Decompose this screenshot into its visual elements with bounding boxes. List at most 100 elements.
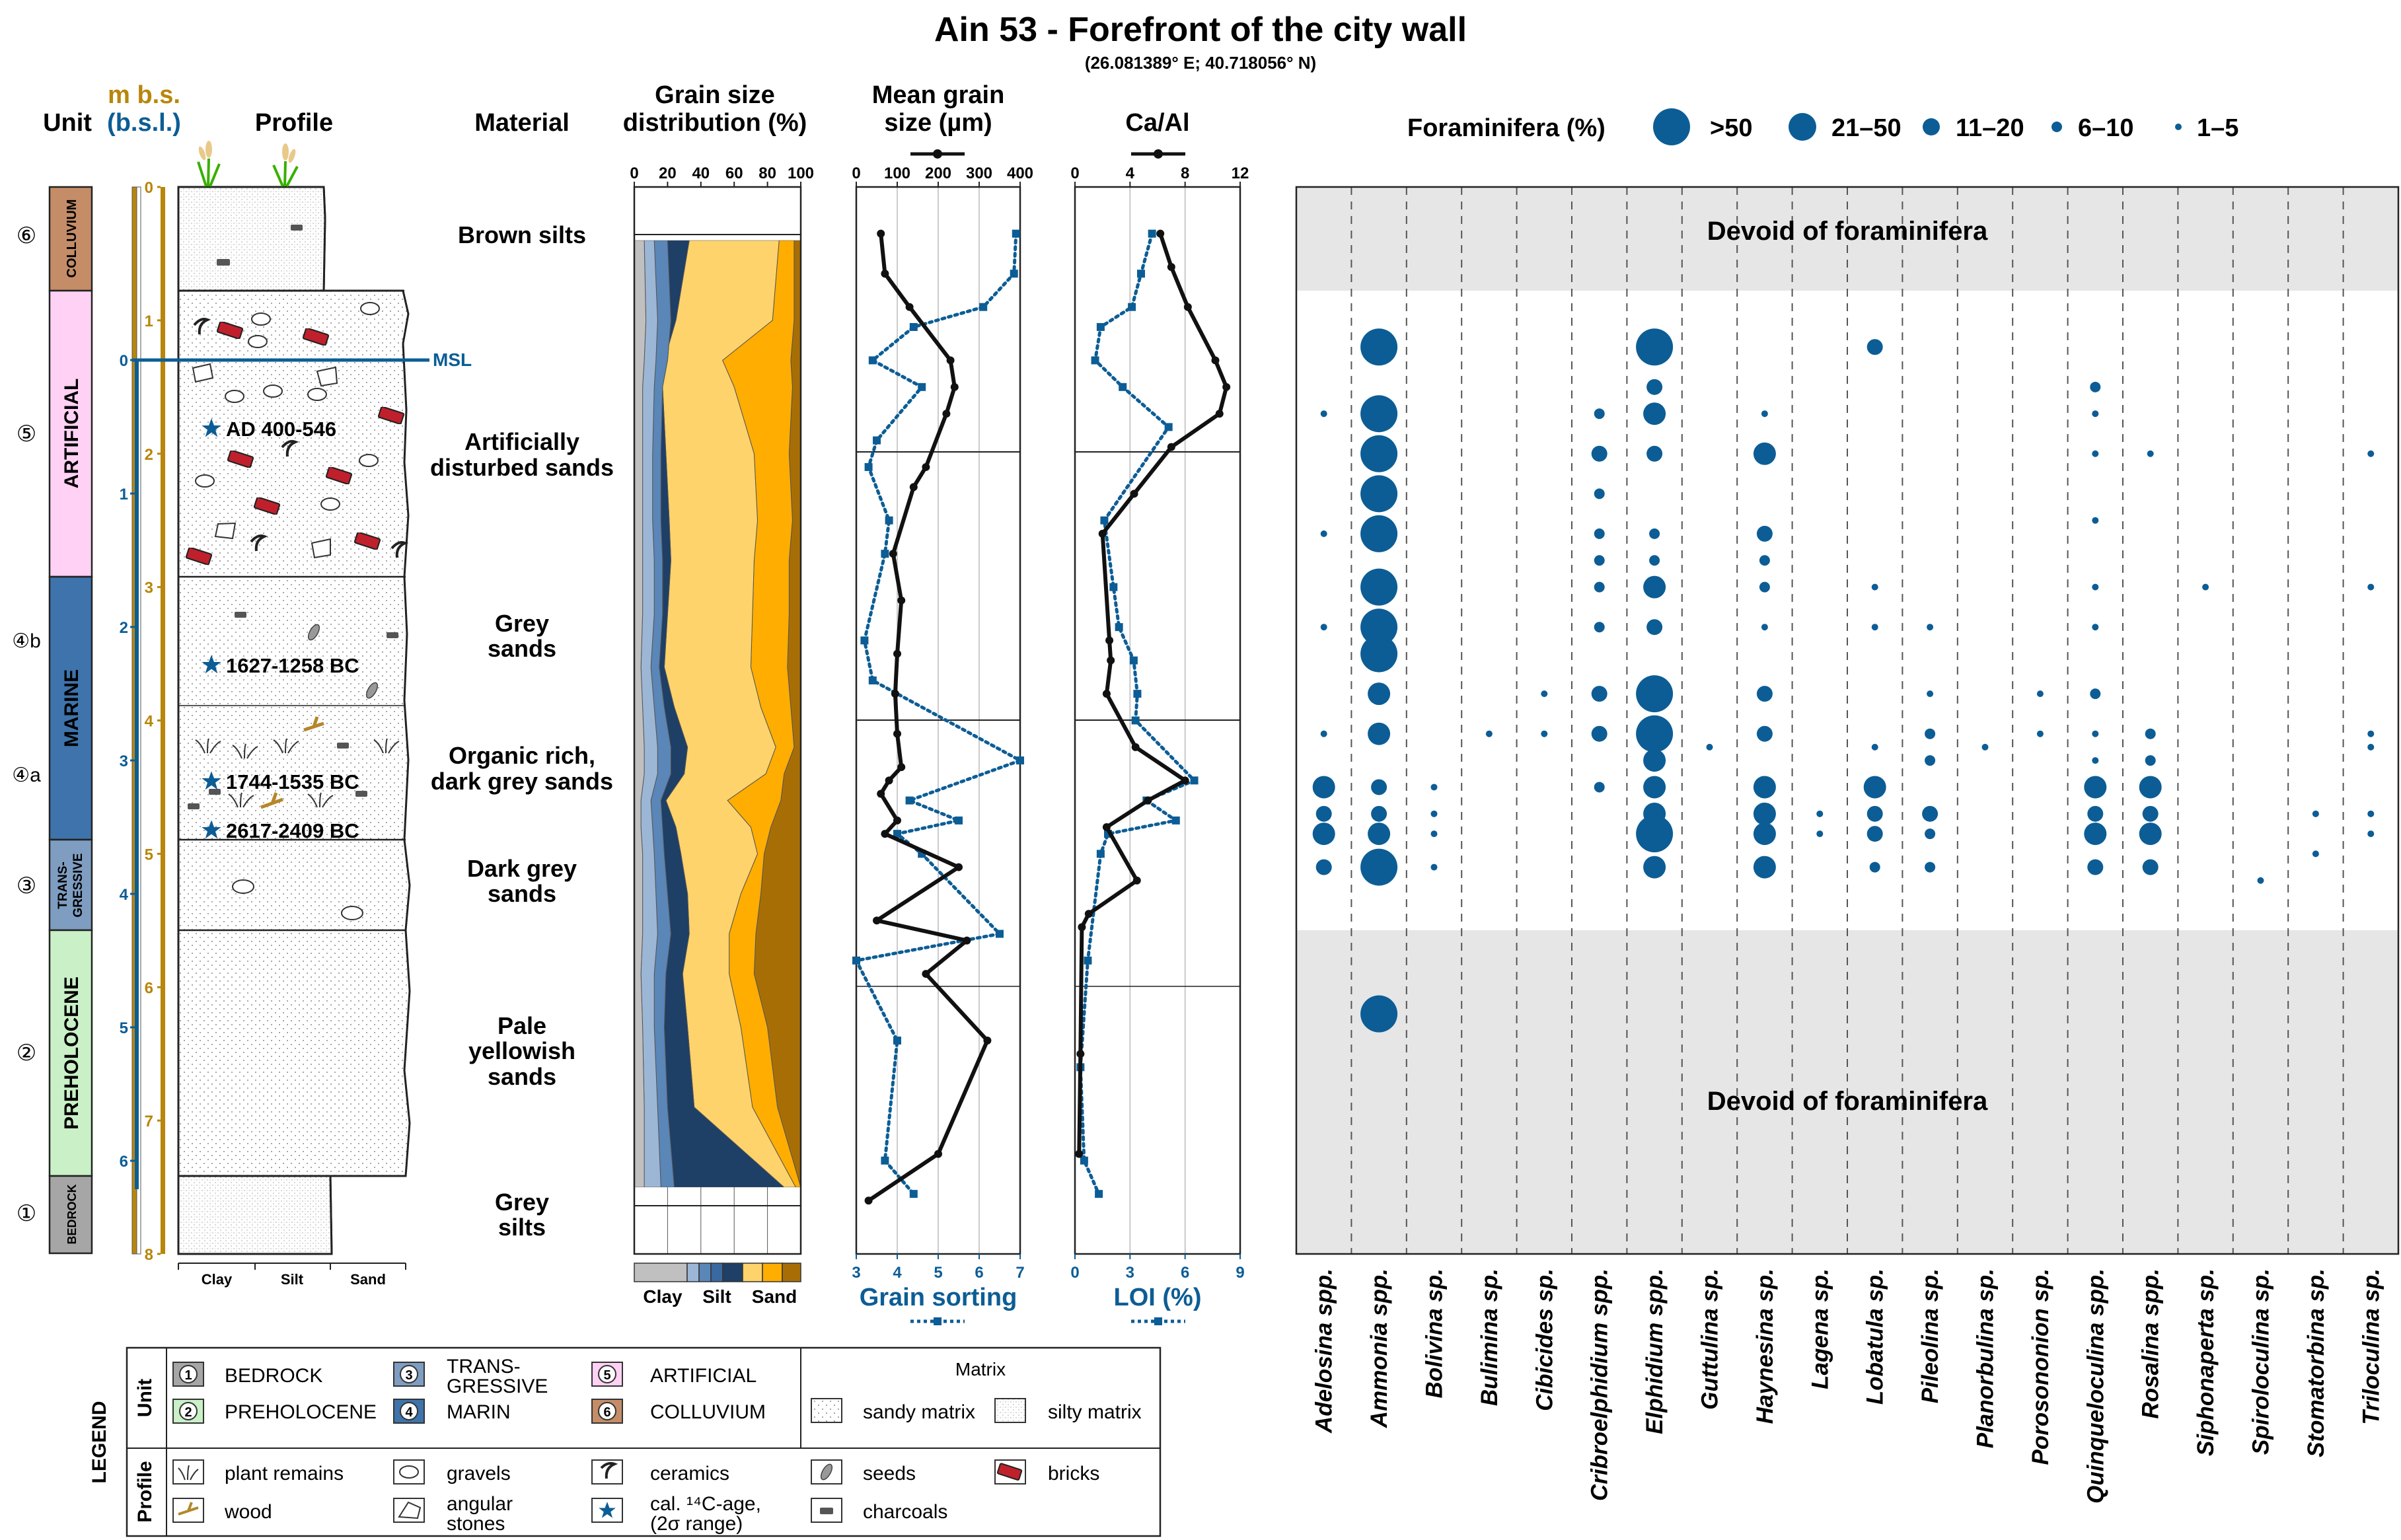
- mean-grain-blue-point: [864, 462, 873, 471]
- legend-charcoals: charcoals: [863, 1501, 947, 1523]
- legend-seed-icon: [820, 1463, 833, 1481]
- mean-grain-black-point: [963, 936, 971, 945]
- legend-artificial: ARTIFICIAL: [650, 1365, 757, 1387]
- caal-blue-point: [1190, 776, 1199, 785]
- profile-axis-clay: Clay: [202, 1271, 233, 1288]
- mean-grain-blue-point: [868, 676, 877, 684]
- legend-bedrock: BEDROCK: [225, 1365, 322, 1387]
- c14-date-1: AD 400-546: [226, 418, 336, 441]
- unit-2-number: ②: [17, 1041, 36, 1066]
- caal-black-point: [1183, 303, 1192, 311]
- legend-colluvium: COLLUVIUM: [650, 1401, 766, 1423]
- foram-occurrence-dot: [2142, 859, 2159, 875]
- foram-occurrence-dot: [1753, 442, 1776, 465]
- unit-preholocene-label: PREHOLOCENE: [61, 976, 83, 1130]
- foraminifera-frame: [1295, 186, 2400, 1255]
- depth-mbs-header: m b.s.: [108, 81, 180, 109]
- species-label: Cibicides sp.: [1532, 1268, 1557, 1411]
- foram-occurrence-dot: [2145, 728, 2156, 739]
- foram-occurrence-dot: [2367, 730, 2375, 737]
- charcoal-icon: [387, 632, 398, 638]
- mean-grain-black-point: [934, 1150, 942, 1158]
- mean-grain-black-point: [893, 729, 901, 738]
- mean-grain-blue-point: [881, 1156, 889, 1165]
- mean-grain-blue-point: [885, 516, 893, 525]
- legend-angular-2: stones: [447, 1513, 505, 1535]
- foram-occurrence-dot: [1371, 805, 1387, 822]
- caal-black-point: [1084, 910, 1093, 918]
- wood-icon: [303, 716, 324, 732]
- charcoal-icon: [209, 789, 221, 795]
- c14-date-4: 2617-2409 BC: [226, 819, 359, 842]
- caal-chart: 0 4 8 12 0 3 6 9 LOI (%): [1070, 165, 1249, 1325]
- foram-occurrence-dot: [1761, 410, 1768, 418]
- foram-occurrence-dot: [1320, 410, 1327, 418]
- foram-occurrence-dot: [2092, 757, 2099, 764]
- devoid-label-top: Devoid of foraminifera: [1707, 217, 1988, 246]
- legend-angular-icon: [398, 1501, 422, 1520]
- species-label: Quinqueloculina spp.: [2083, 1268, 2108, 1504]
- material-grey-silts-2: silts: [498, 1214, 546, 1241]
- foram-occurrence-dot: [2092, 624, 2099, 631]
- legend-unit-1-number: 1: [184, 1368, 192, 1383]
- charcoal-icon: [235, 612, 246, 618]
- foraminifera-chart: Devoid of foraminifera Devoid of foramin…: [1295, 186, 2400, 1504]
- mean-grain-blue-point: [955, 816, 963, 825]
- caal-blue-point: [1095, 1190, 1103, 1198]
- depth-bsl-tick-label: 1: [120, 486, 128, 503]
- legend-sandy-swatch: [811, 1398, 842, 1423]
- foram-occurrence-dot: [2312, 810, 2319, 817]
- mean-grain-blue-point: [905, 796, 914, 805]
- foram-occurrence-dot: [2139, 776, 2162, 799]
- legend-marin: MARIN: [447, 1401, 511, 1423]
- loi-label: LOI (%): [1114, 1284, 1202, 1311]
- wood-icon: [260, 792, 283, 809]
- foram-occurrence-dot: [2367, 450, 2375, 457]
- foram-size-6-icon: [2051, 122, 2062, 132]
- depth-mbs-tick-label: 3: [145, 579, 153, 597]
- depth-mbs-bar-2: [161, 187, 165, 1254]
- mean-grain-blue-line: [854, 232, 1025, 1196]
- foram-size-50-label: >50: [1710, 114, 1752, 142]
- plant-icon-top-2: [272, 143, 299, 187]
- foram-occurrence-dot: [1360, 395, 1398, 433]
- mean-grain-blue-point: [881, 550, 889, 558]
- foram-size-6-label: 6–10: [2078, 114, 2134, 142]
- mean-grain-black-line: [867, 233, 990, 1202]
- foram-occurrence-dot: [1753, 776, 1776, 799]
- mean-grain-top-tick-label: 200: [925, 165, 951, 182]
- species-label: Cribroelphidium spp.: [1587, 1268, 1613, 1501]
- material-grey-silts-1: Grey: [495, 1189, 549, 1216]
- mean-grain-blue-point: [893, 830, 901, 838]
- caal-marker: [1131, 149, 1185, 159]
- depth-mbs-ticks: 0 1 2 3 4 5 6 7 8: [145, 179, 161, 1264]
- legend-silty-swatch: [994, 1398, 1026, 1423]
- foram-occurrence-dot: [1312, 823, 1335, 846]
- material-brown-silts: Brown silts: [458, 221, 586, 248]
- mean-grain-blue-point: [1010, 270, 1018, 278]
- legend-charcoal-icon: [820, 1508, 833, 1514]
- mean-grain-blue-point: [996, 930, 1004, 938]
- unit-bedrock-box: [48, 1175, 93, 1255]
- charcoal-icon: [188, 803, 200, 809]
- legend-wood-icon: [178, 1502, 199, 1516]
- caal-bottom-tick-label: 0: [1070, 1264, 1079, 1282]
- species-label: Elphidium spp.: [1642, 1268, 1668, 1434]
- depth-bsl-tick-label: 3: [120, 752, 128, 770]
- foram-occurrence-dot: [1368, 682, 1391, 706]
- foram-occurrence-dot: [1922, 805, 1939, 822]
- foram-occurrence-dot: [1541, 730, 1548, 737]
- species-label: Bulimina sp.: [1477, 1268, 1502, 1406]
- mean-grain-blue-point: [893, 1037, 901, 1045]
- species-label: Guttulina sp.: [1697, 1268, 1723, 1410]
- foram-occurrence-dot: [1925, 828, 1936, 840]
- unit-4a-number: ④a: [12, 764, 41, 786]
- grain-tick-label: 80: [758, 165, 776, 182]
- foram-occurrence-dot: [2092, 583, 2099, 591]
- mean-grain-black-point: [873, 916, 881, 925]
- caal-top-tick-label: 12: [1232, 165, 1249, 182]
- foram-occurrence-dot: [1594, 581, 1605, 593]
- foram-occurrence-dot: [2092, 450, 2099, 457]
- species-label: Siphonaperta sp.: [2193, 1268, 2219, 1456]
- foram-occurrence-dot: [1756, 525, 1773, 542]
